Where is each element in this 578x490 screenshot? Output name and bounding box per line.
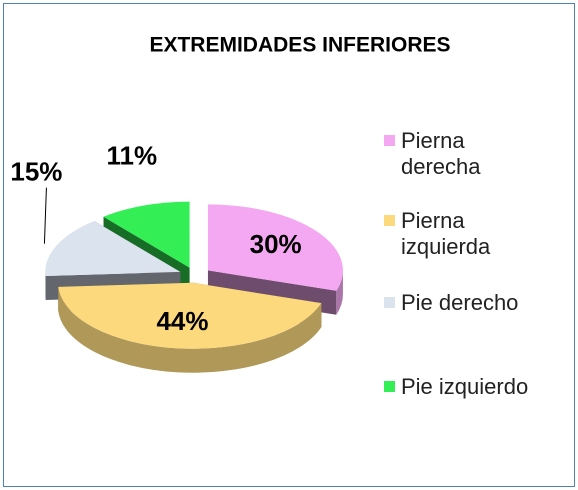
slice-wall (336, 270, 343, 315)
legend-swatch (384, 381, 395, 392)
slice (207, 204, 343, 291)
legend-label: Pie derecho (401, 290, 519, 315)
legend-label: Pierna derecha (401, 128, 481, 179)
legend-swatch (384, 215, 395, 226)
legend-swatch (384, 135, 395, 146)
slice (103, 201, 190, 268)
data-label: 44% (156, 306, 208, 336)
slice-wall (58, 286, 322, 373)
legend-entry: Pie derecho (384, 290, 544, 316)
legend-entry: Pie izquierdo (384, 374, 544, 400)
data-label: 15% (10, 157, 62, 187)
chart-title: EXTREMIDADES INFERIORES (149, 34, 450, 57)
data-label: 11% (107, 140, 158, 170)
slice (45, 221, 181, 277)
data-label: 30% (250, 229, 302, 259)
leader-line (43, 187, 47, 244)
legend-label: Pie izquierdo (401, 374, 529, 399)
legend-entry: Pierna izquierda (384, 208, 544, 260)
legend-entry: Pierna derecha (384, 128, 544, 180)
slice (58, 282, 322, 349)
legend-swatch (384, 297, 395, 308)
legend-label: Pierna izquierda (401, 208, 491, 259)
